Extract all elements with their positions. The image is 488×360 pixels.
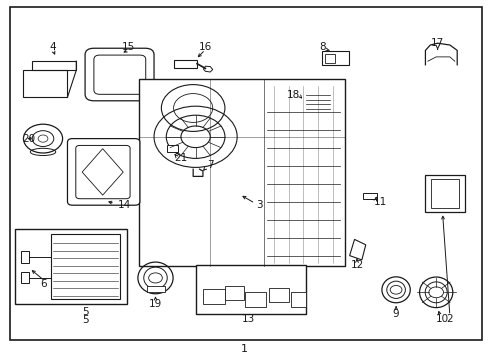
Bar xyxy=(224,286,243,300)
Bar xyxy=(425,175,464,212)
Text: 19: 19 xyxy=(148,299,162,309)
Text: 6: 6 xyxy=(41,279,47,289)
Text: 5: 5 xyxy=(82,315,89,325)
Bar xyxy=(268,288,288,302)
Bar xyxy=(15,229,127,304)
Bar xyxy=(290,292,305,307)
Text: 5: 5 xyxy=(82,307,89,317)
Text: 17: 17 xyxy=(430,38,444,48)
Text: 12: 12 xyxy=(349,260,363,270)
FancyBboxPatch shape xyxy=(94,55,145,94)
Bar xyxy=(430,179,458,208)
Text: 1: 1 xyxy=(241,344,247,354)
Bar xyxy=(195,265,305,314)
Text: 2: 2 xyxy=(446,314,452,324)
Bar xyxy=(203,289,224,304)
Bar xyxy=(167,145,178,152)
Text: 3: 3 xyxy=(255,200,262,210)
Bar xyxy=(23,70,67,97)
Bar xyxy=(245,292,265,307)
FancyBboxPatch shape xyxy=(85,48,154,101)
Text: 11: 11 xyxy=(373,197,386,207)
FancyBboxPatch shape xyxy=(67,139,140,205)
Text: 14: 14 xyxy=(118,200,131,210)
Text: 16: 16 xyxy=(198,42,212,52)
Bar xyxy=(146,286,165,292)
Bar xyxy=(362,193,376,199)
Bar xyxy=(20,251,29,263)
Text: 18: 18 xyxy=(286,90,300,100)
Bar xyxy=(139,79,344,266)
Text: 21: 21 xyxy=(174,153,187,163)
Text: 15: 15 xyxy=(122,42,135,52)
Text: 4: 4 xyxy=(49,42,56,52)
Text: 10: 10 xyxy=(435,314,448,324)
Text: 20: 20 xyxy=(22,134,35,144)
Text: 13: 13 xyxy=(241,314,255,324)
FancyBboxPatch shape xyxy=(300,88,334,115)
Bar xyxy=(325,54,334,63)
Text: 7: 7 xyxy=(206,160,213,170)
Bar xyxy=(321,51,348,65)
Bar xyxy=(173,60,197,68)
Bar xyxy=(20,272,29,283)
FancyBboxPatch shape xyxy=(76,145,130,199)
Text: 8: 8 xyxy=(319,42,325,52)
Text: 9: 9 xyxy=(392,309,399,319)
Bar xyxy=(51,234,120,299)
